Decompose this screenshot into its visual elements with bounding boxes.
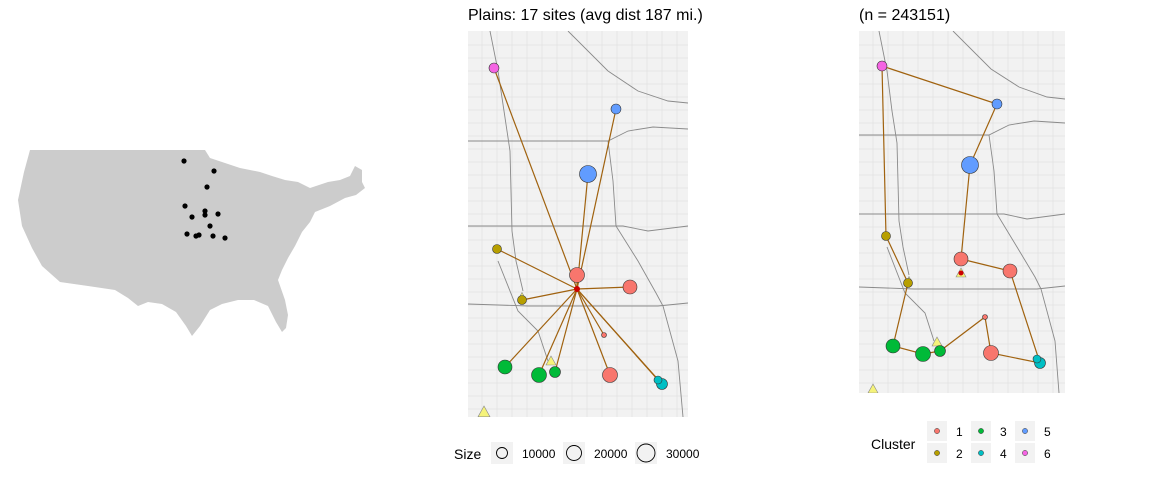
site-dot bbox=[184, 231, 190, 237]
route-line bbox=[504, 288, 578, 368]
map-background bbox=[859, 31, 1065, 393]
size-key-large bbox=[636, 443, 656, 463]
site-marker bbox=[903, 278, 913, 288]
site-marker bbox=[497, 359, 513, 375]
triangle-marker bbox=[867, 383, 879, 393]
site-dot bbox=[202, 208, 208, 214]
site-markers bbox=[867, 60, 1046, 393]
right-map-title: (n = 243151) bbox=[859, 7, 951, 24]
route-line bbox=[521, 288, 578, 301]
cluster-key bbox=[1022, 428, 1028, 434]
cluster-legend-label: 1 bbox=[956, 425, 963, 439]
route-line bbox=[576, 108, 617, 290]
site-marker bbox=[653, 375, 663, 385]
route-lines bbox=[881, 65, 1041, 364]
site-dot bbox=[207, 223, 213, 229]
overview-site-dots bbox=[181, 158, 228, 241]
cluster-key bbox=[934, 450, 940, 456]
site-marker bbox=[881, 231, 891, 241]
cluster-key bbox=[978, 450, 984, 456]
size-legend-keys bbox=[491, 442, 657, 464]
site-dot bbox=[189, 214, 195, 220]
site-dot bbox=[204, 184, 210, 190]
site-marker bbox=[982, 314, 988, 320]
site-dot bbox=[182, 203, 188, 209]
site-dot bbox=[181, 158, 187, 164]
site-marker bbox=[991, 98, 1003, 110]
cluster-legend-keys bbox=[927, 421, 1035, 463]
cluster-legend-label: 6 bbox=[1044, 447, 1051, 461]
site-dot bbox=[215, 211, 221, 217]
triangle-marker bbox=[545, 355, 557, 366]
size-legend-label: 30000 bbox=[666, 447, 700, 461]
us-land bbox=[18, 150, 365, 336]
site-dot bbox=[210, 233, 216, 239]
site-marker bbox=[885, 338, 901, 354]
site-marker bbox=[569, 267, 585, 283]
route-line bbox=[496, 248, 578, 290]
route-line bbox=[576, 288, 611, 376]
site-marker bbox=[953, 251, 969, 267]
site-marker bbox=[579, 165, 597, 183]
site-marker bbox=[610, 103, 622, 115]
cluster-key bbox=[978, 428, 984, 434]
triangle-marker bbox=[477, 405, 491, 417]
site-marker bbox=[531, 367, 547, 383]
site-dot bbox=[211, 168, 217, 174]
county-grid bbox=[859, 31, 1065, 393]
tour-route bbox=[881, 65, 1041, 364]
site-marker bbox=[934, 345, 946, 357]
route-line bbox=[554, 288, 578, 373]
size-legend-label: 20000 bbox=[594, 447, 628, 461]
cluster-key bbox=[934, 428, 940, 434]
route-line bbox=[576, 286, 631, 290]
site-markers bbox=[477, 62, 668, 417]
route-lines bbox=[493, 67, 663, 385]
site-marker bbox=[876, 60, 888, 72]
site-marker bbox=[602, 367, 618, 383]
cluster-legend-label: 5 bbox=[1044, 425, 1051, 439]
center-map-title: Plains: 17 sites (avg dist 187 mi.) bbox=[468, 7, 703, 24]
size-legend-label: 10000 bbox=[522, 447, 556, 461]
site-dot bbox=[202, 212, 208, 218]
site-dot bbox=[222, 235, 228, 241]
us-overview-map bbox=[18, 150, 365, 336]
cluster-legend-label: 4 bbox=[1000, 447, 1007, 461]
site-marker bbox=[492, 244, 502, 254]
cluster-key bbox=[1022, 450, 1028, 456]
depot-marker bbox=[958, 270, 964, 276]
state-borders bbox=[859, 31, 1065, 393]
site-dot bbox=[196, 232, 202, 238]
cluster-legend-title: Cluster bbox=[871, 436, 916, 452]
route-line bbox=[576, 288, 605, 336]
right-route-map bbox=[859, 31, 1065, 393]
site-marker bbox=[549, 366, 561, 378]
route-line bbox=[538, 288, 578, 376]
site-marker bbox=[1002, 263, 1018, 279]
size-key-small bbox=[496, 447, 508, 459]
site-marker bbox=[517, 295, 527, 305]
route-line bbox=[493, 67, 578, 290]
triangle-marker bbox=[931, 336, 943, 347]
site-marker bbox=[961, 156, 979, 174]
cluster-legend-label: 2 bbox=[956, 447, 963, 461]
site-marker bbox=[1032, 354, 1042, 364]
center-route-map bbox=[468, 31, 688, 417]
site-marker bbox=[488, 62, 500, 74]
depot-marker bbox=[574, 286, 580, 292]
size-legend-title: Size bbox=[454, 446, 482, 462]
site-marker bbox=[601, 332, 607, 338]
size-key-medium bbox=[566, 445, 582, 461]
route-line bbox=[576, 288, 659, 381]
site-marker bbox=[915, 346, 931, 362]
site-marker bbox=[622, 279, 638, 295]
cluster-legend-label: 3 bbox=[1000, 425, 1007, 439]
site-marker bbox=[983, 345, 999, 361]
state-borders bbox=[468, 31, 688, 417]
